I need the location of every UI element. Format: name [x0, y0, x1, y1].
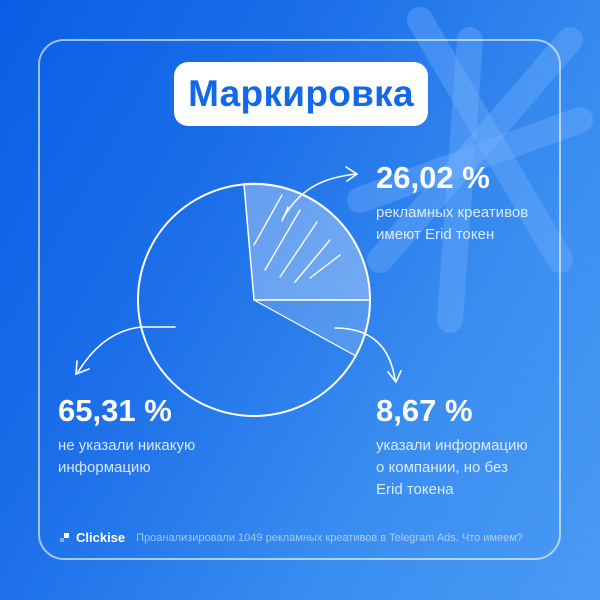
- brand-name: Clickise: [76, 530, 126, 545]
- stat-value: 26,02 %: [376, 160, 490, 195]
- content-frame: [38, 39, 561, 560]
- arrow-to-company: [334, 327, 402, 384]
- page-title: Маркировка: [188, 73, 414, 114]
- stat-no-info: 65,31 % не указали никакую информацию: [58, 393, 195, 479]
- stat-desc-line: Erid токена: [376, 481, 454, 498]
- stat-erid: 26,02 % рекламных креативов имеют Erid т…: [376, 160, 528, 246]
- stat-value: 65,31 %: [58, 393, 172, 428]
- arrow-to-none: [75, 326, 176, 376]
- arrow-to-erid: [282, 166, 359, 219]
- stat-value: 8,67 %: [376, 393, 473, 428]
- stat-desc-line: указали информацию: [376, 437, 528, 454]
- pie-outline: [137, 183, 371, 417]
- stat-company-no-erid: 8,67 % указали информацию о компании, но…: [376, 393, 528, 501]
- hatch-lines: [253, 194, 341, 283]
- stat-desc-line: о компании, но без: [376, 459, 508, 476]
- stat-desc-line: информацию: [58, 459, 151, 476]
- footnote: Проанализировали 1049 рекламных креативо…: [136, 531, 523, 544]
- pie-slice-erid: [243, 182, 371, 301]
- footer: Clickise Проанализировали 1049 рекламных…: [60, 530, 523, 545]
- stat-desc-line: имеют Erid токен: [376, 226, 495, 243]
- clickise-logo-icon: [60, 533, 69, 542]
- pie-slice-company-no-erid: [253, 299, 371, 357]
- title-badge: Маркировка: [174, 62, 428, 126]
- stat-desc-line: рекламных креативов: [376, 204, 529, 221]
- stat-desc-line: не указали никакую: [58, 437, 196, 454]
